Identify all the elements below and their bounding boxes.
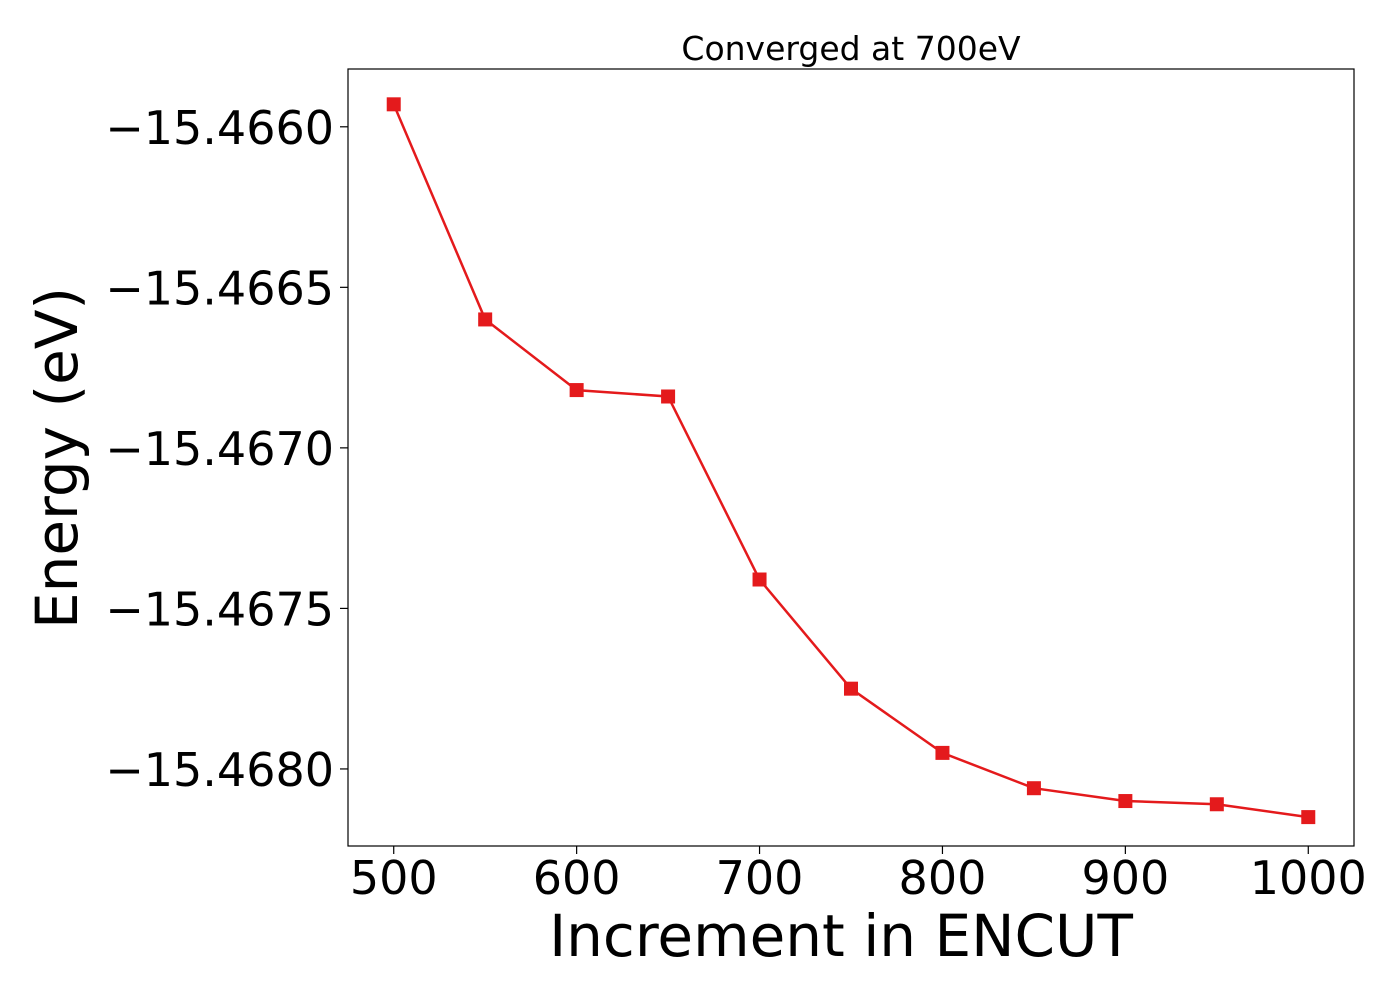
series-markers: [386, 97, 1316, 825]
series-line: [392, 103, 1309, 819]
y-axis: −15.4660 −15.4665 −15.4670 −15.4675 −15.4680: [105, 101, 348, 797]
data-point: [478, 312, 493, 327]
y-tick-label: −15.4665: [105, 261, 334, 315]
plot-area: [347, 68, 1355, 847]
x-axis-label: Increment in ENCUT: [549, 902, 1133, 970]
x-tick-label: 500: [350, 851, 438, 905]
y-tick-label: −15.4675: [105, 582, 334, 636]
x-tick-label: 700: [716, 851, 804, 905]
x-tick-label: 800: [899, 851, 987, 905]
data-point: [935, 745, 950, 760]
data-point: [1301, 810, 1316, 825]
data-point: [844, 681, 858, 696]
data-point: [1118, 794, 1133, 809]
data-point: [752, 572, 767, 587]
x-tick-label: 600: [533, 851, 621, 905]
y-tick-label: −15.4680: [105, 743, 334, 797]
y-tick-label: −15.4670: [105, 422, 334, 476]
data-point: [1026, 781, 1041, 796]
data-point: [569, 383, 584, 398]
y-tick-label: −15.4660: [105, 101, 334, 155]
chart-title: Converged at 700eV: [681, 29, 1021, 68]
data-point: [1209, 797, 1224, 812]
x-tick-label: 1000: [1250, 851, 1367, 905]
y-axis-label: Energy (eV): [23, 287, 91, 629]
x-tick-label: 900: [1081, 851, 1169, 905]
data-point: [661, 389, 676, 404]
x-axis: 500 600 700 800 900 1000: [350, 846, 1367, 905]
data-point: [386, 97, 401, 112]
